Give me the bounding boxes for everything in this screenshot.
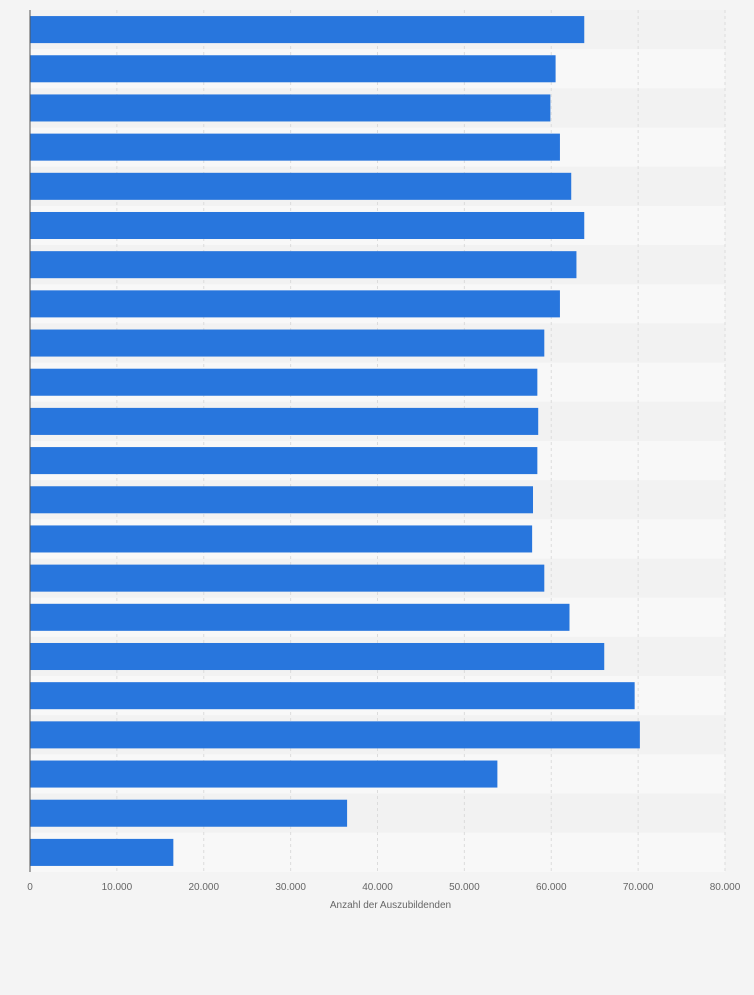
bar — [30, 94, 551, 122]
x-tick-label: 20.000 — [188, 882, 219, 893]
bar — [30, 251, 577, 279]
bar — [30, 290, 560, 318]
x-tick-labels: 0 10.000 20.000 30.000 40.000 50.000 60.000 70.… — [27, 882, 741, 893]
bar — [30, 760, 498, 788]
bar — [30, 368, 538, 396]
bar — [30, 603, 570, 631]
x-tick-label: 30.000 — [275, 882, 306, 893]
bar — [30, 721, 640, 749]
bar — [30, 682, 635, 710]
bars — [30, 16, 640, 866]
bar — [30, 211, 585, 240]
bar — [30, 172, 572, 200]
bar — [30, 447, 538, 475]
bar — [30, 133, 560, 161]
x-tick-label: 40.000 — [362, 882, 393, 893]
x-tick-label: 0 — [27, 882, 33, 893]
bar — [30, 799, 348, 827]
bar — [30, 525, 533, 553]
x-axis-label: Anzahl der Auszubildenden — [330, 900, 451, 911]
x-tick-label: 50.000 — [449, 882, 480, 893]
x-tick-label: 10.000 — [102, 882, 133, 893]
bar — [30, 838, 174, 866]
x-tick-label: 70.000 — [623, 882, 654, 893]
bar — [30, 486, 534, 514]
bar — [30, 564, 545, 592]
x-tick-label: 80.000 — [710, 882, 741, 893]
bar — [30, 16, 585, 44]
bar — [30, 407, 539, 435]
bar — [30, 642, 605, 671]
bar — [30, 55, 556, 83]
bar — [30, 329, 545, 357]
x-tick-label: 60.000 — [536, 882, 567, 893]
